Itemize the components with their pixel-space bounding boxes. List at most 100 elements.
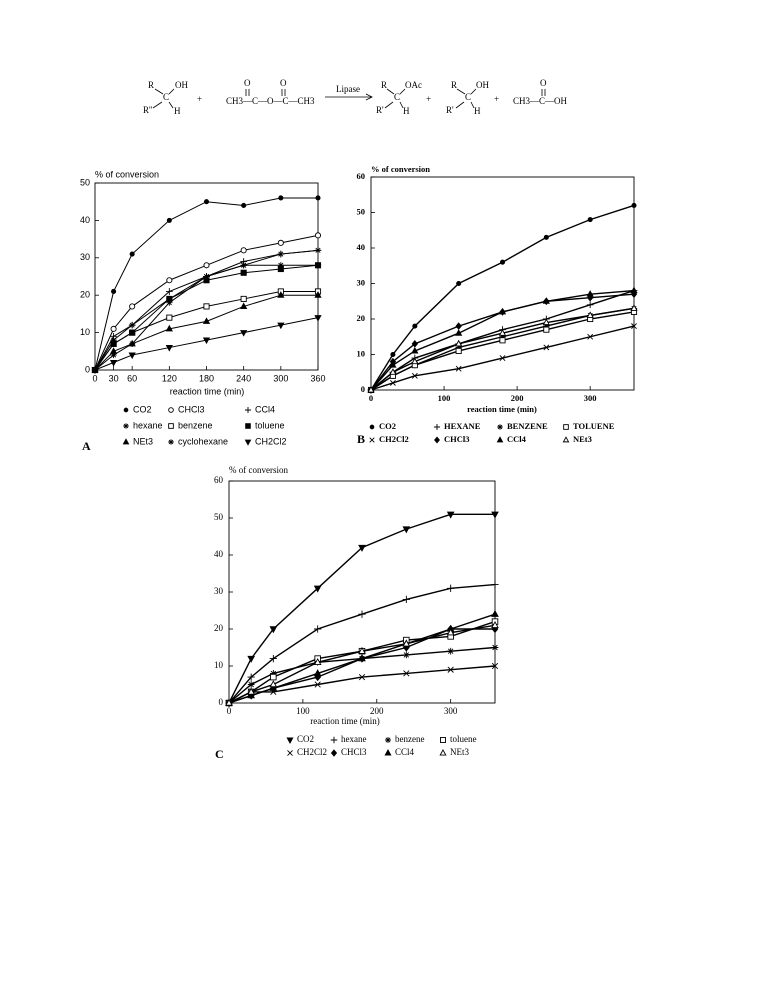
series-line xyxy=(94,294,318,371)
marker xyxy=(497,424,503,430)
marker xyxy=(496,436,504,443)
x-axis-label: reaction time (min) xyxy=(310,716,379,726)
marker xyxy=(269,654,277,663)
y-tick-label: 30 xyxy=(214,586,224,596)
marker xyxy=(411,346,419,354)
series-line xyxy=(94,197,318,371)
marker xyxy=(240,262,247,269)
y-tick-label: 50 xyxy=(357,206,366,216)
marker xyxy=(498,329,507,336)
atom: R xyxy=(451,80,457,90)
marker xyxy=(358,654,366,662)
legend-entry: CO2 xyxy=(286,734,314,744)
panel-label: B xyxy=(357,432,365,446)
marker xyxy=(446,628,455,636)
marker xyxy=(499,355,506,361)
formula: CH3—C—OH xyxy=(513,96,568,106)
marker xyxy=(384,749,392,756)
legend-label: TOLUENE xyxy=(573,421,615,431)
marker xyxy=(129,303,136,310)
bonds xyxy=(455,88,477,109)
marker xyxy=(403,670,410,677)
legend-label: cyclohexane xyxy=(178,436,228,446)
legend-label: CH2Cl2 xyxy=(379,434,409,444)
x-axis-label: reaction time (min) xyxy=(467,404,537,414)
legend-entry: hexane xyxy=(123,420,163,430)
marker xyxy=(129,340,136,347)
legend-entry: CH2Cl2 xyxy=(287,747,327,757)
legend-entry: hexane xyxy=(330,734,366,744)
plus: + xyxy=(197,94,202,104)
marker xyxy=(168,423,174,429)
marker xyxy=(129,322,136,329)
y-tick-label: 10 xyxy=(214,660,224,670)
marker xyxy=(491,609,499,617)
marker xyxy=(110,325,117,332)
legend-label: CCl4 xyxy=(507,434,527,444)
marker xyxy=(491,511,499,519)
series-line xyxy=(228,583,496,704)
marker xyxy=(313,669,322,677)
marker xyxy=(91,367,99,375)
legend-label: CO2 xyxy=(379,421,396,431)
marker xyxy=(240,269,247,276)
legend-entry: CH2Cl2 xyxy=(369,434,409,444)
marker xyxy=(367,385,375,393)
marker xyxy=(203,199,210,205)
marker xyxy=(165,288,173,295)
marker xyxy=(562,436,570,443)
marker xyxy=(587,217,593,223)
marker xyxy=(358,544,366,552)
x-tick-label: 200 xyxy=(370,706,384,716)
marker xyxy=(446,511,455,519)
series-line xyxy=(228,624,496,704)
marker xyxy=(165,345,173,352)
legend-label: CCl4 xyxy=(255,404,275,414)
y-tick-label: 40 xyxy=(357,242,366,252)
marker xyxy=(447,666,454,673)
marker xyxy=(369,437,375,443)
atom: R' xyxy=(376,105,384,115)
catalyst: Lipase xyxy=(336,84,360,94)
marker xyxy=(110,340,117,347)
marker xyxy=(631,323,637,330)
series-line xyxy=(370,293,635,391)
y-tick-label: 60 xyxy=(357,171,366,181)
marker xyxy=(586,290,594,297)
marker xyxy=(440,737,446,743)
legend-label: CO2 xyxy=(297,734,314,744)
marker xyxy=(240,330,248,337)
marker xyxy=(123,407,129,413)
marker xyxy=(202,337,211,345)
series-line xyxy=(370,204,635,391)
marker xyxy=(129,251,135,257)
marker xyxy=(499,333,506,340)
marker xyxy=(240,302,248,309)
marker xyxy=(358,646,366,654)
series-line xyxy=(94,264,318,371)
x-tick-label: 100 xyxy=(296,706,310,716)
marker xyxy=(287,750,293,756)
marker xyxy=(245,423,251,429)
marker xyxy=(390,351,396,358)
x-tick-label: 240 xyxy=(236,373,251,383)
marker xyxy=(111,288,117,294)
marker xyxy=(286,737,294,744)
marker xyxy=(110,336,117,344)
marker xyxy=(630,304,638,311)
legend-label: toluene xyxy=(450,734,477,744)
marker xyxy=(499,337,506,344)
legend-label: benzene xyxy=(395,734,424,744)
bonds xyxy=(541,89,546,96)
atom: H xyxy=(474,106,481,116)
legend-entry: CO2 xyxy=(123,404,152,414)
marker xyxy=(166,299,173,306)
atom: O xyxy=(540,78,547,88)
marker xyxy=(369,424,375,430)
marker xyxy=(491,662,499,670)
marker xyxy=(543,234,549,240)
marker xyxy=(225,698,233,706)
atom: OH xyxy=(175,80,188,90)
y-tick-label: 0 xyxy=(219,697,224,707)
y-axis-label: % of conversion xyxy=(229,465,288,475)
